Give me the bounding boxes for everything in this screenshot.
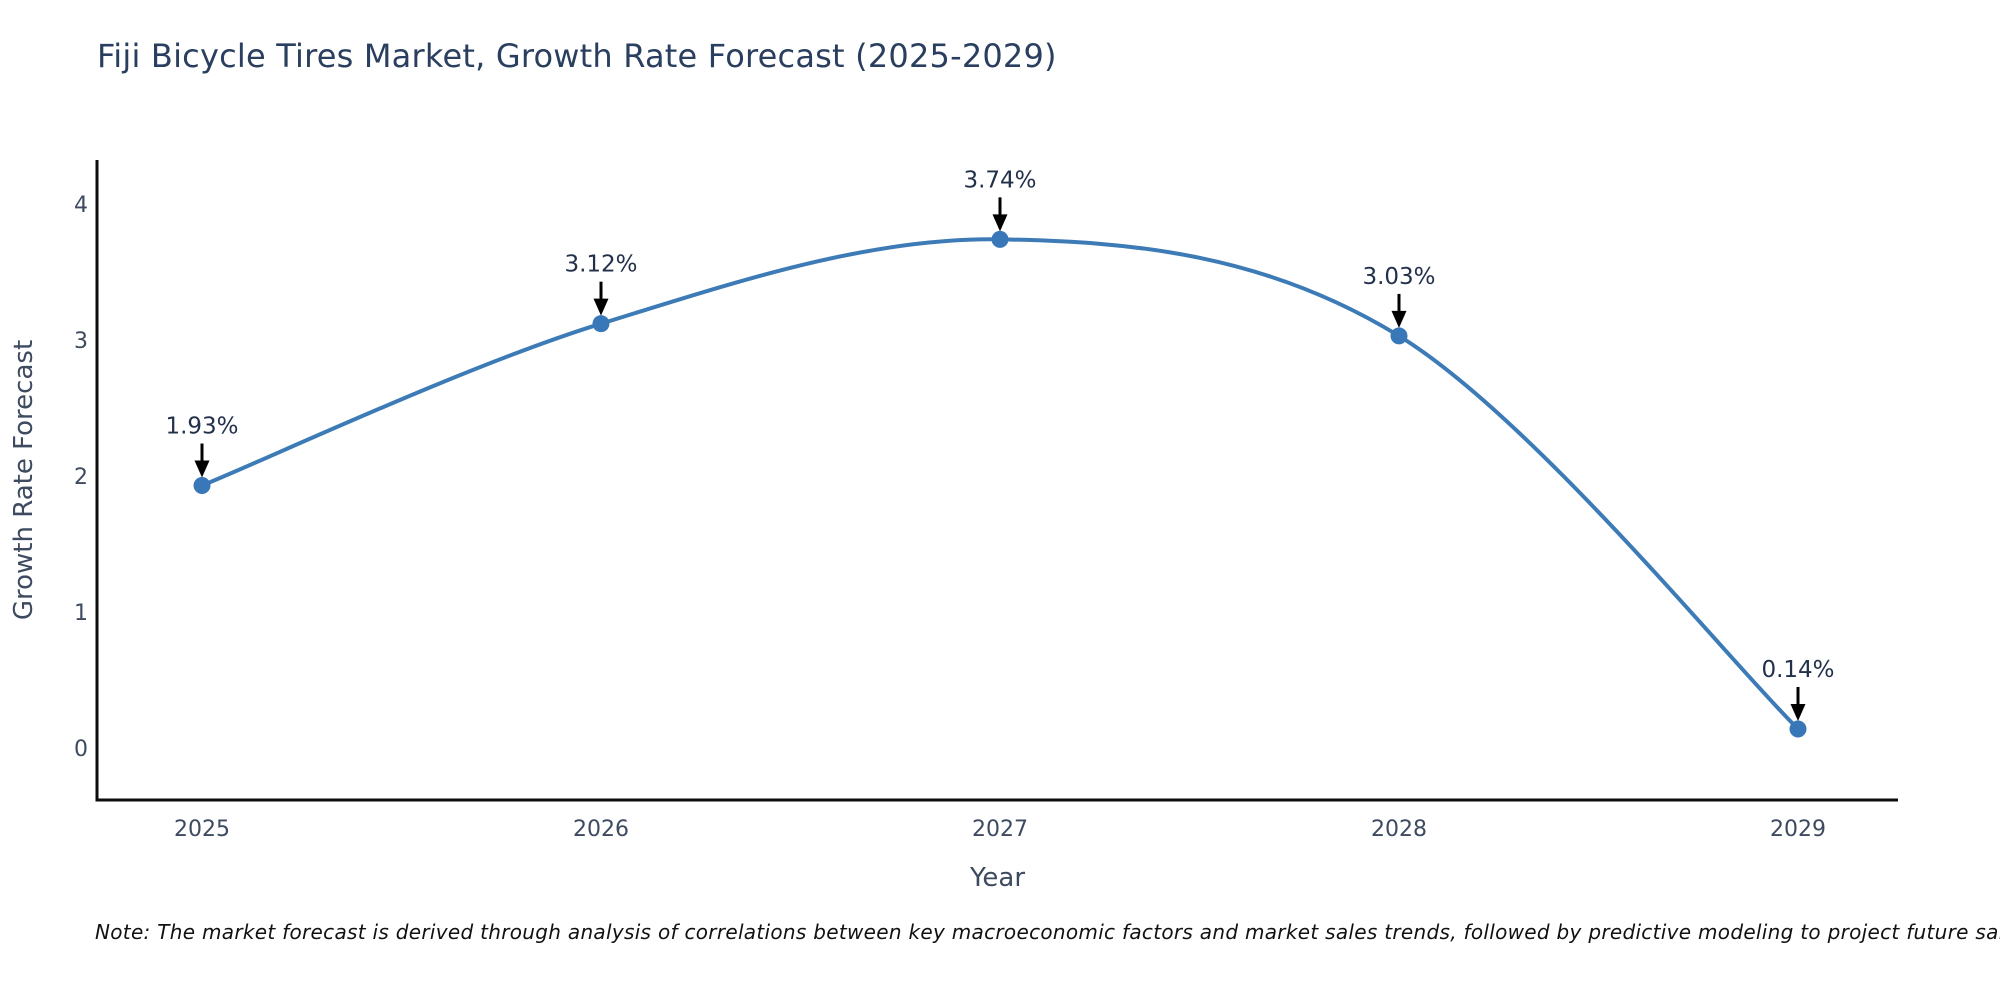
- data-point-marker: [1789, 720, 1807, 738]
- footnote: Note: The market forecast is derived thr…: [95, 920, 2000, 944]
- annotation-label: 0.14%: [1761, 657, 1834, 683]
- y-tick-label: 4: [74, 193, 88, 218]
- annotation-label: 1.93%: [165, 414, 238, 440]
- data-point-marker: [1390, 327, 1408, 345]
- x-tick-label: 2029: [1770, 817, 1826, 842]
- annotation-label: 3.03%: [1362, 264, 1435, 290]
- x-axis-title: Year: [969, 863, 1025, 893]
- y-axis-title: Growth Rate Forecast: [9, 340, 39, 620]
- annotation-label: 3.12%: [564, 252, 637, 278]
- x-tick-label: 2025: [174, 817, 230, 842]
- data-point-marker: [991, 230, 1009, 248]
- annotation-label: 3.74%: [963, 167, 1036, 193]
- x-tick-label: 2027: [972, 817, 1028, 842]
- x-tick-label: 2026: [573, 817, 629, 842]
- y-tick-label: 3: [74, 329, 88, 354]
- y-tick-label: 2: [74, 465, 88, 490]
- annotation-arrowhead: [194, 460, 210, 478]
- trend-line: [200, 237, 1800, 731]
- annotation-arrowhead: [992, 214, 1008, 232]
- data-point-marker: [193, 477, 211, 495]
- y-tick-label: 1: [74, 601, 88, 626]
- annotation-arrowhead: [593, 298, 609, 316]
- annotation-arrowhead: [1790, 703, 1806, 721]
- data-point-marker: [592, 315, 610, 333]
- chart-title: Fiji Bicycle Tires Market, Growth Rate F…: [97, 37, 1057, 75]
- annotation-arrowhead: [1391, 310, 1407, 328]
- y-tick-label: 0: [74, 737, 88, 762]
- x-tick-label: 2028: [1371, 817, 1427, 842]
